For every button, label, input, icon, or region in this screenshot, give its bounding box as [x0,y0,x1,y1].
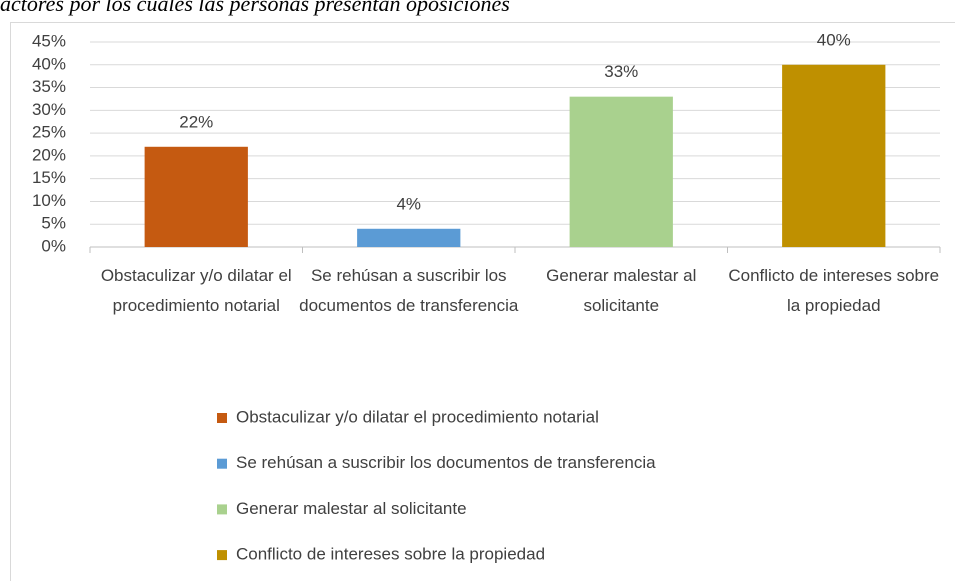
legend-label: Obstaculizar y/o dilatar el procedimient… [236,407,599,426]
y-tick-label: 25% [32,123,66,142]
legend-label: Conflicto de intereses sobre la propieda… [236,545,545,564]
bar [782,64,886,248]
legend-label: Generar malestar al solicitante [236,499,467,518]
y-tick-label: 5% [41,214,66,233]
y-tick-label: 30% [32,100,66,119]
legend-label: Se rehúsan a suscribir los documentos de… [236,453,656,472]
legend-swatch [217,504,227,515]
data-label: 22% [179,112,213,131]
y-tick-label: 35% [32,77,66,96]
legend-swatch [217,413,227,423]
bar [569,96,673,248]
x-tick-label: Conflicto de intereses sobre la propieda… [728,266,940,315]
chart-frame [10,22,955,581]
y-tick-label: 15% [32,168,66,187]
data-label: 33% [604,62,638,81]
y-tick-label: 10% [32,191,66,210]
bar [357,228,461,247]
x-tick-label: Obstaculizar y/o dilatar el procedimient… [100,266,292,315]
y-tick-label: 45% [32,31,66,50]
x-tick-label: Generar malestar al solicitante [546,266,697,315]
data-label: 4% [396,194,421,213]
y-tick-label: 20% [32,145,66,164]
legend-swatch [217,550,227,561]
bar [144,146,248,247]
y-tick-label: 40% [32,54,66,73]
data-label: 40% [817,30,851,49]
y-tick-label: 0% [41,236,66,255]
x-tick-label: Se rehúsan a suscribir los documentos de… [299,266,519,315]
legend-swatch [217,458,227,469]
chart-title: actores por los cuales las personas pres… [0,0,510,16]
